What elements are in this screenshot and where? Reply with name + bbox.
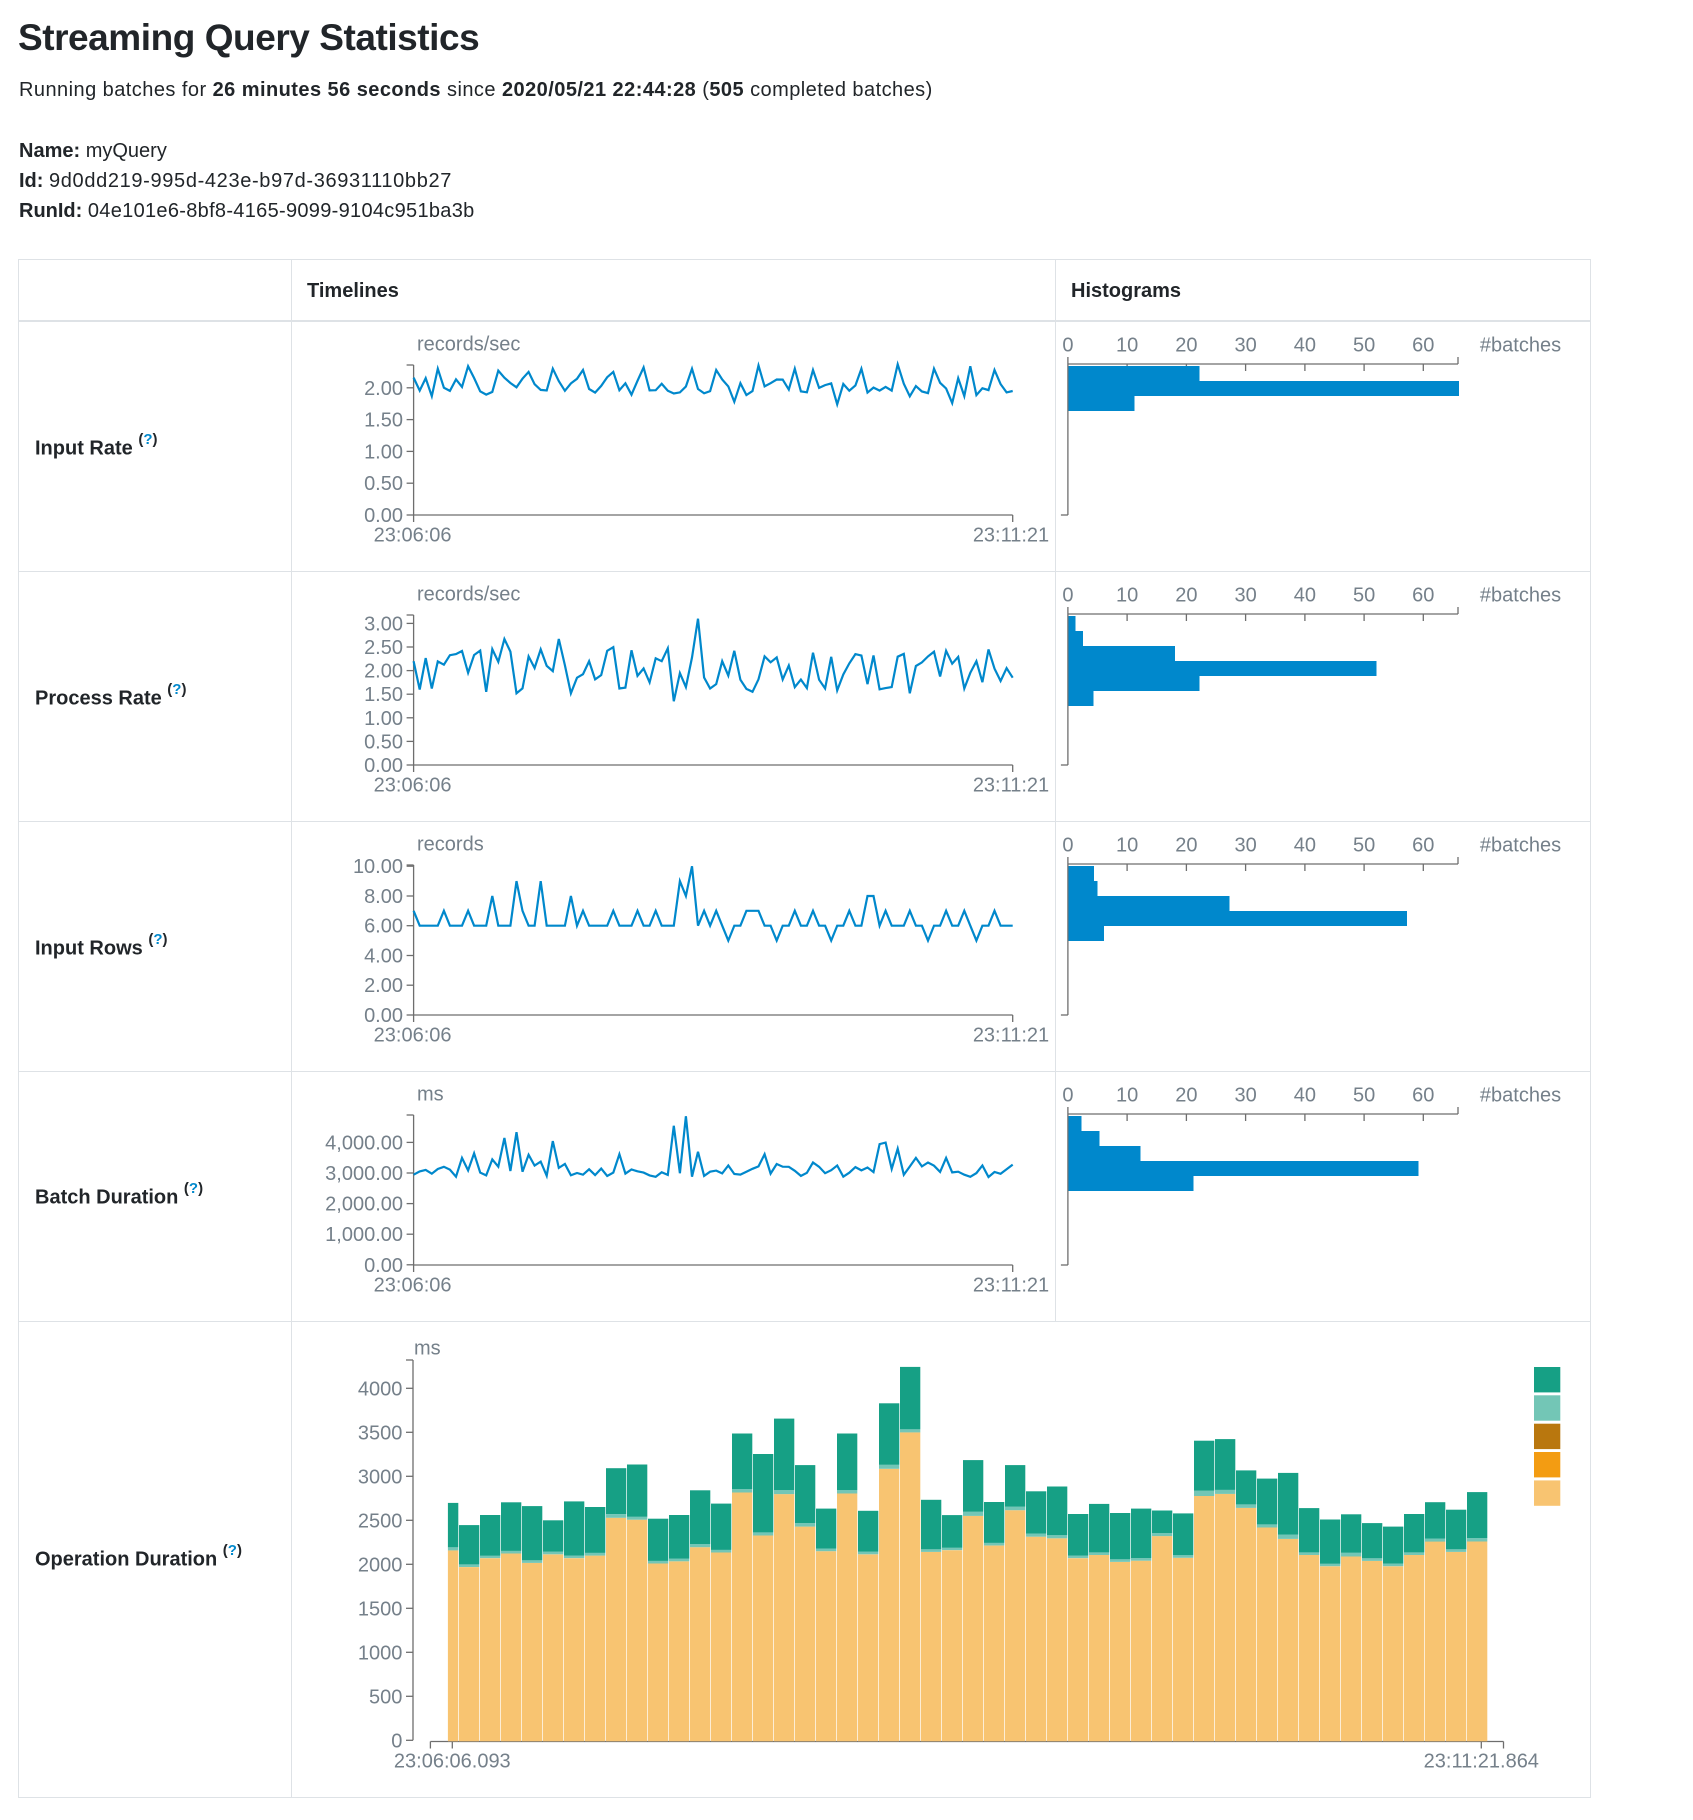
svg-text:23:06:06: 23:06:06 xyxy=(374,1275,452,1297)
svg-text:20: 20 xyxy=(1175,1085,1197,1107)
svg-text:30: 30 xyxy=(1234,835,1256,857)
svg-text:30: 30 xyxy=(1234,1085,1256,1107)
svg-text:500: 500 xyxy=(369,1686,402,1708)
svg-text:10: 10 xyxy=(1116,585,1138,607)
svg-text:3.00: 3.00 xyxy=(364,613,403,635)
svg-text:#batches: #batches xyxy=(1480,835,1561,857)
svg-text:1.00: 1.00 xyxy=(364,708,403,730)
svg-text:4,000.00: 4,000.00 xyxy=(325,1132,403,1154)
svg-text:0.00: 0.00 xyxy=(364,1255,403,1277)
svg-text:60: 60 xyxy=(1412,1085,1434,1107)
svg-text:#batches: #batches xyxy=(1480,585,1561,607)
svg-text:0: 0 xyxy=(391,1730,402,1752)
svg-text:0.00: 0.00 xyxy=(364,755,403,777)
svg-text:2,000.00: 2,000.00 xyxy=(325,1194,403,1216)
svg-text:10: 10 xyxy=(1116,1085,1138,1107)
svg-text:23:11:21: 23:11:21 xyxy=(973,1025,1049,1047)
svg-text:10: 10 xyxy=(1116,835,1138,857)
svg-text:0.50: 0.50 xyxy=(364,731,403,753)
svg-text:2.00: 2.00 xyxy=(364,378,403,400)
svg-text:0.00: 0.00 xyxy=(364,1005,403,1027)
svg-text:records/sec: records/sec xyxy=(417,584,520,606)
svg-text:40: 40 xyxy=(1294,835,1316,857)
svg-text:4000: 4000 xyxy=(358,1378,403,1400)
svg-text:23:06:06: 23:06:06 xyxy=(374,775,452,797)
svg-text:23:11:21.864: 23:11:21.864 xyxy=(1424,1751,1539,1773)
svg-text:0.50: 0.50 xyxy=(364,473,403,495)
svg-text:2000: 2000 xyxy=(358,1554,403,1576)
svg-text:#batches: #batches xyxy=(1480,335,1561,357)
svg-text:0: 0 xyxy=(1062,585,1073,607)
svg-text:23:11:21: 23:11:21 xyxy=(973,1275,1049,1297)
svg-text:40: 40 xyxy=(1294,335,1316,357)
svg-text:ms: ms xyxy=(414,1338,441,1360)
svg-text:23:06:06.093: 23:06:06.093 xyxy=(394,1751,511,1773)
svg-text:records/sec: records/sec xyxy=(417,334,520,356)
svg-text:2500: 2500 xyxy=(358,1510,403,1532)
svg-text:#batches: #batches xyxy=(1480,1085,1561,1107)
svg-text:50: 50 xyxy=(1353,1085,1375,1107)
svg-text:23:11:21: 23:11:21 xyxy=(973,775,1049,797)
svg-text:0: 0 xyxy=(1062,1085,1073,1107)
svg-text:50: 50 xyxy=(1353,835,1375,857)
svg-text:1.50: 1.50 xyxy=(364,410,403,432)
svg-text:1000: 1000 xyxy=(358,1642,403,1664)
svg-text:23:11:21: 23:11:21 xyxy=(973,525,1049,547)
svg-text:2.50: 2.50 xyxy=(364,637,403,659)
svg-text:50: 50 xyxy=(1353,335,1375,357)
svg-text:23:06:06: 23:06:06 xyxy=(374,1025,452,1047)
svg-text:40: 40 xyxy=(1294,585,1316,607)
svg-text:60: 60 xyxy=(1412,335,1434,357)
svg-text:3000: 3000 xyxy=(358,1466,403,1488)
svg-text:records: records xyxy=(417,834,484,856)
svg-text:1.50: 1.50 xyxy=(364,684,403,706)
svg-text:1,000.00: 1,000.00 xyxy=(325,1224,403,1246)
svg-text:60: 60 xyxy=(1412,835,1434,857)
svg-text:10.00: 10.00 xyxy=(353,856,403,878)
svg-text:0.00: 0.00 xyxy=(364,505,403,527)
svg-text:20: 20 xyxy=(1175,335,1197,357)
svg-text:10: 10 xyxy=(1116,335,1138,357)
svg-text:6.00: 6.00 xyxy=(364,916,403,938)
svg-text:30: 30 xyxy=(1234,585,1256,607)
svg-text:0: 0 xyxy=(1062,835,1073,857)
svg-text:4.00: 4.00 xyxy=(364,946,403,968)
svg-text:1.00: 1.00 xyxy=(364,441,403,463)
svg-text:ms: ms xyxy=(417,1084,444,1106)
svg-text:2.00: 2.00 xyxy=(364,975,403,997)
svg-text:50: 50 xyxy=(1353,585,1375,607)
svg-text:3,000.00: 3,000.00 xyxy=(325,1163,403,1185)
svg-text:0: 0 xyxy=(1062,335,1073,357)
svg-text:20: 20 xyxy=(1175,585,1197,607)
svg-text:1500: 1500 xyxy=(358,1598,403,1620)
svg-text:23:06:06: 23:06:06 xyxy=(374,525,452,547)
svg-text:20: 20 xyxy=(1175,835,1197,857)
svg-text:8.00: 8.00 xyxy=(364,886,403,908)
svg-text:40: 40 xyxy=(1294,1085,1316,1107)
svg-text:60: 60 xyxy=(1412,585,1434,607)
svg-text:3500: 3500 xyxy=(358,1422,403,1444)
svg-text:2.00: 2.00 xyxy=(364,661,403,683)
svg-text:30: 30 xyxy=(1234,335,1256,357)
